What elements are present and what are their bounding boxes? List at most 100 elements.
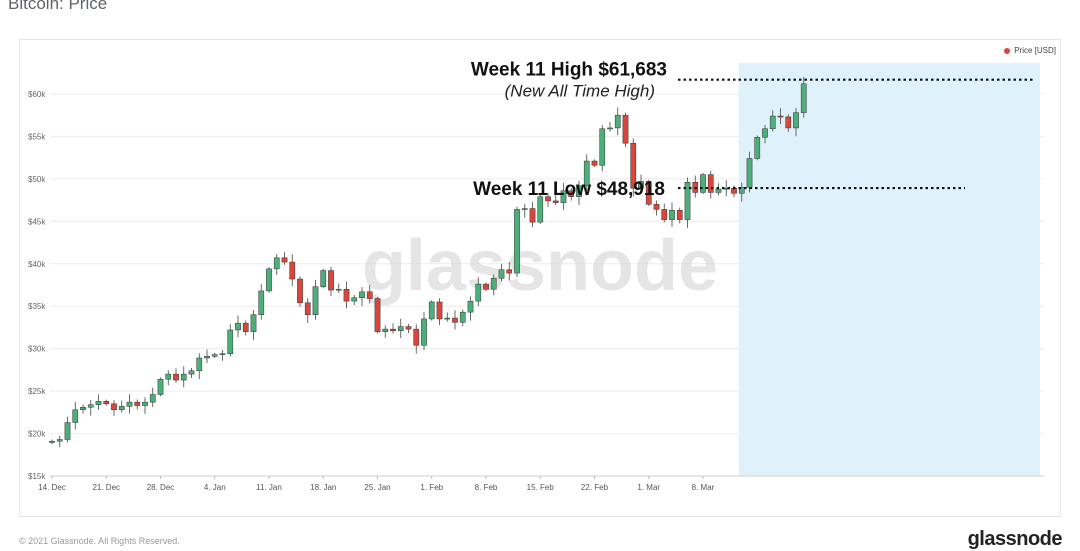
candle [359, 287, 365, 307]
candle-body [529, 208, 536, 223]
candle [545, 192, 551, 208]
candle [529, 201, 536, 228]
candle [258, 284, 265, 320]
candle [607, 122, 613, 132]
candle [428, 300, 435, 321]
candle-body [661, 209, 668, 220]
chart-legend[interactable]: Price [USD] [1004, 46, 1056, 55]
candle-body [452, 317, 458, 323]
candle [157, 377, 164, 397]
x-tick-label: 25. Jan [364, 483, 390, 492]
candle-body [49, 440, 55, 443]
candle [568, 188, 575, 201]
candle [351, 294, 358, 306]
candle [273, 254, 280, 275]
candle [289, 254, 296, 287]
candle-body [475, 283, 482, 302]
candle [436, 298, 443, 326]
candle [366, 284, 373, 304]
candle-body [196, 357, 203, 371]
candle-body [250, 314, 257, 332]
candle [118, 400, 125, 413]
candle [211, 352, 218, 358]
candle-body [591, 160, 598, 166]
candle-body [157, 378, 164, 395]
candle-body [669, 210, 675, 220]
candle-body [645, 181, 652, 205]
candle-body [188, 370, 195, 375]
candle [242, 320, 249, 336]
candle-body [351, 297, 358, 302]
x-tick-label: 15. Feb [527, 483, 555, 492]
candle [599, 125, 606, 172]
candle [661, 203, 668, 223]
x-tick-label: 21. Dec [92, 483, 120, 492]
candle-body [552, 200, 559, 203]
candle-body [583, 160, 590, 186]
candle-body [428, 301, 435, 320]
candle-body [607, 127, 613, 130]
candle-body [599, 128, 606, 166]
annotation-layer: Week 11 High $61,683(New All Time High) W… [471, 60, 1035, 200]
candle-body [707, 174, 714, 193]
candle-body [405, 326, 412, 330]
candle [514, 206, 520, 277]
candle-body [537, 196, 544, 223]
candle [506, 261, 513, 281]
candle [521, 203, 528, 218]
candle [754, 135, 761, 161]
candle-body [700, 174, 706, 193]
candle-body [126, 401, 133, 407]
candle-body [483, 283, 489, 290]
candle [149, 387, 156, 408]
candle-body [111, 403, 117, 411]
candle [281, 252, 288, 265]
candle-body [514, 209, 520, 274]
candle [95, 394, 102, 410]
candle-body [715, 188, 722, 193]
candle-body [149, 394, 156, 403]
candle-body [343, 288, 350, 302]
x-tick-label: 1. Feb [420, 483, 443, 492]
candle-body [397, 326, 404, 332]
y-tick-label: $55k [28, 132, 46, 141]
week11-low-label: Week 11 Low $48,918 [473, 179, 665, 200]
candle [630, 138, 637, 197]
candle [80, 404, 86, 414]
candle [204, 349, 210, 364]
candle [800, 76, 807, 118]
candle-body [521, 208, 528, 210]
candle [250, 309, 257, 340]
candle [498, 263, 505, 281]
candle [645, 179, 652, 207]
candle-body [289, 261, 296, 280]
candle [304, 298, 311, 324]
candle-body [142, 401, 148, 406]
candle-body [793, 112, 799, 129]
y-tick-label: $20k [28, 430, 46, 439]
candle-body [242, 322, 249, 332]
week11-highlight-band [738, 63, 1040, 476]
candle-body [568, 190, 575, 197]
candle [405, 323, 412, 334]
x-tick-label: 18. Jan [310, 483, 336, 492]
candle-body [335, 288, 342, 291]
candle-body [421, 318, 427, 346]
candle [126, 394, 133, 414]
candle [382, 325, 389, 338]
candle-body [227, 329, 234, 354]
candle [328, 266, 334, 297]
candle-body [204, 356, 210, 359]
candle-body [328, 270, 334, 291]
x-tick-label: 28. Dec [147, 483, 175, 492]
candle [165, 370, 172, 386]
candle-body [180, 373, 187, 381]
candle-body [72, 409, 79, 423]
candle [684, 177, 691, 228]
candle-body [390, 328, 396, 332]
candle-body [165, 373, 172, 380]
candle-body [56, 439, 63, 442]
candle [335, 283, 342, 293]
candle [103, 399, 110, 406]
y-tick-label: $50k [28, 175, 46, 184]
